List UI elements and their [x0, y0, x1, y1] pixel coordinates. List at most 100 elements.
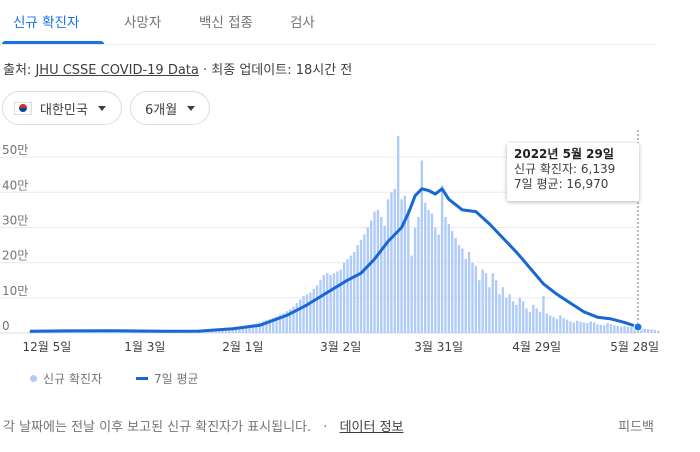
new-cases-bar	[248, 324, 251, 333]
new-cases-bar	[234, 327, 238, 333]
source-link[interactable]: JHU CSSE COVID-19 Data	[35, 63, 199, 78]
active-tab-indicator	[2, 41, 104, 44]
legend-7day-label: 7일 평균	[154, 372, 199, 386]
new-cases-bar	[657, 330, 660, 333]
new-cases-bar	[430, 213, 434, 333]
new-cases-bar	[295, 303, 299, 333]
new-cases-bar	[265, 320, 268, 333]
new-cases-bar	[272, 317, 275, 333]
new-cases-bar	[258, 322, 261, 333]
new-cases-bar	[221, 329, 224, 333]
legend-new-cases: 신규 확진자	[30, 370, 102, 387]
new-cases-bar	[582, 322, 586, 333]
y-tick-label: 30만	[2, 213, 28, 227]
new-cases-bar	[457, 245, 461, 333]
new-cases-bar	[315, 285, 319, 333]
country-dropdown[interactable]: 대한민국	[2, 91, 122, 125]
new-cases-bar	[528, 311, 532, 333]
new-cases-bar	[383, 225, 386, 333]
footer-separator: ·	[323, 420, 328, 435]
new-cases-bar	[292, 306, 295, 333]
cases-chart[interactable]: 0 10만 20만 30만 40만 50만 12월 5일 1월 3일 2월 1일 3월 2일 3월…	[0, 130, 700, 360]
new-cases-bar	[349, 255, 353, 333]
new-cases-bar	[444, 216, 447, 333]
new-cases-bar	[312, 289, 315, 333]
south-korea-flag-icon	[14, 101, 32, 115]
new-cases-bar	[586, 323, 589, 333]
new-cases-bar	[437, 234, 440, 333]
new-cases-bar	[322, 274, 326, 333]
new-cases-bar	[261, 321, 265, 333]
new-cases-bar	[572, 322, 576, 333]
period-dropdown[interactable]: 6개월	[130, 91, 210, 125]
tab-tests[interactable]: 검사	[290, 15, 315, 31]
new-cases-bar	[302, 296, 305, 333]
new-cases-bar	[518, 297, 521, 333]
new-cases-bar	[451, 230, 454, 333]
new-cases-bar	[552, 317, 555, 333]
new-cases-bar	[420, 160, 424, 333]
new-cases-bar	[630, 327, 633, 333]
new-cases-bar	[424, 202, 427, 333]
new-cases-bar	[342, 262, 346, 333]
new-cases-bar	[440, 185, 444, 333]
data-info-link[interactable]: 데이터 정보	[339, 420, 404, 435]
new-cases-bar	[373, 211, 376, 333]
new-cases-bar	[339, 269, 342, 333]
period-label: 6개월	[145, 102, 178, 118]
hover-point	[633, 322, 643, 332]
new-cases-bar	[467, 252, 471, 333]
chevron-down-icon	[97, 105, 106, 111]
new-cases-bar	[251, 324, 255, 333]
new-cases-bar	[646, 329, 650, 333]
new-cases-bar	[275, 316, 278, 333]
new-cases-bar	[369, 220, 373, 333]
new-cases-bar	[356, 245, 359, 333]
new-cases-bar	[498, 294, 501, 333]
x-tick-label: 3월 31일	[414, 340, 463, 354]
new-cases-bar	[599, 324, 603, 333]
x-tick-label: 12월 5일	[22, 340, 71, 354]
new-cases-bar	[481, 269, 484, 333]
new-cases-bar	[603, 325, 606, 333]
new-cases-bar	[393, 188, 396, 333]
tab-new-cases[interactable]: 신규 확진자	[13, 15, 80, 31]
legend-7day-average: 7일 평균	[136, 370, 199, 387]
feedback-link[interactable]: 피드백	[618, 420, 654, 435]
new-cases-bar	[417, 216, 420, 333]
y-tick-label: 50만	[2, 143, 28, 157]
new-cases-bar	[336, 271, 339, 333]
seven-day-average-line	[29, 187, 639, 333]
tab-deaths[interactable]: 사망자	[124, 15, 162, 31]
new-cases-bar	[329, 274, 332, 333]
new-cases-bar	[619, 326, 623, 333]
new-cases-bar	[609, 324, 613, 333]
new-cases-bar	[559, 315, 562, 333]
new-cases-bar	[488, 287, 491, 333]
new-cases-bar	[410, 255, 413, 333]
new-cases-bar	[555, 318, 559, 333]
legend-new-cases-label: 신규 확진자	[43, 372, 103, 386]
new-cases-bar	[535, 308, 538, 333]
new-cases-bar	[434, 227, 437, 333]
tab-vaccination[interactable]: 백신 접종	[199, 15, 253, 31]
new-cases-bar	[228, 328, 231, 333]
new-cases-bar	[224, 328, 228, 333]
new-cases-bar	[640, 328, 643, 333]
new-cases-bar	[386, 199, 390, 333]
new-cases-bar	[494, 280, 498, 333]
new-cases-bar	[474, 266, 478, 333]
new-cases-bar	[268, 318, 272, 333]
y-tick-label: 20만	[2, 249, 28, 263]
new-cases-bar	[309, 292, 312, 333]
new-cases-bar	[244, 325, 248, 333]
footer-text: 각 날짜에는 전날 이후 보고된 신규 확진자가 표시됩니다.	[3, 420, 312, 435]
new-cases-bar	[505, 297, 508, 333]
x-tick-label: 2월 1일	[222, 340, 263, 354]
source-prefix: 출처:	[3, 63, 32, 78]
new-cases-bar	[400, 199, 403, 333]
new-cases-bar	[650, 329, 653, 333]
new-cases-bar	[525, 308, 528, 333]
y-tick-label: 10만	[2, 284, 28, 298]
chevron-down-icon	[187, 105, 196, 111]
